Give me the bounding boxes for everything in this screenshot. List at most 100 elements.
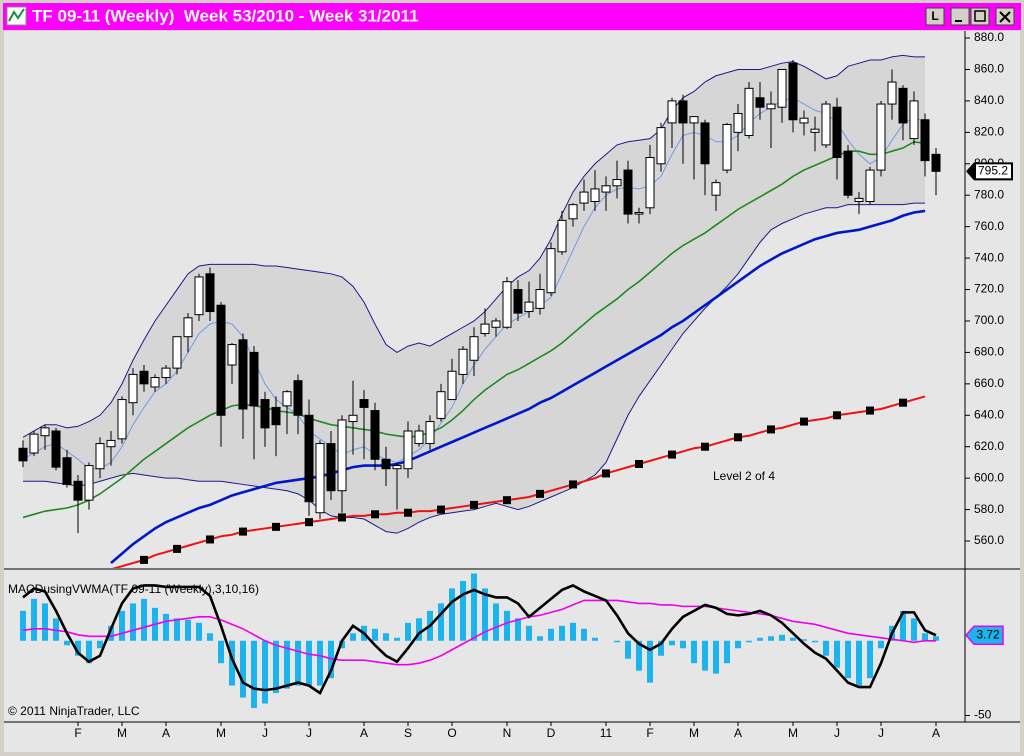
histogram-bar [669, 640, 675, 646]
candle-body [458, 348, 468, 375]
candle-body [414, 430, 424, 445]
line-marker [173, 544, 181, 553]
candle-body [645, 156, 655, 209]
copyright: © 2011 NinjaTrader, LLC [8, 704, 140, 718]
y-tick-label: 860.0 [974, 62, 1004, 76]
line-marker [470, 500, 478, 509]
histogram-bar [537, 636, 543, 641]
candle-body [392, 465, 402, 470]
histogram-bar [229, 640, 235, 686]
candle-body [810, 128, 820, 133]
candle-body [524, 301, 534, 313]
line-marker [767, 425, 775, 434]
maximize-glyph [974, 10, 986, 22]
candle-body [546, 248, 556, 294]
histogram-bar [702, 640, 708, 671]
button-level-label[interactable]: L [931, 9, 938, 23]
y-tick-label: 580.0 [974, 502, 1004, 516]
histogram-bar [383, 633, 389, 641]
candle-body [788, 62, 798, 121]
annotation: Level 2 of 4 [713, 469, 775, 483]
histogram-bar [31, 598, 37, 641]
x-tick-label: S [404, 726, 412, 740]
candle-body [601, 185, 611, 193]
histogram-bar [559, 625, 565, 641]
candle-body [95, 443, 105, 470]
histogram-bar [64, 640, 70, 646]
axes: 560.0 580.0 600.0 620.0 640.0 660.0 680.0 700.0… [74, 30, 1013, 740]
histogram-bar [548, 628, 554, 641]
histogram-bar [757, 637, 763, 641]
button-minimize[interactable] [950, 7, 970, 26]
x-tick-label: M [788, 726, 798, 740]
line-marker [701, 442, 709, 451]
candle-body [337, 419, 347, 492]
candle-body [568, 204, 578, 220]
y-tick-label: 560.0 [974, 533, 1004, 547]
candle-body [304, 414, 314, 503]
line-marker [734, 433, 742, 442]
histogram-bar [592, 637, 598, 641]
candle-body [678, 100, 688, 124]
x-tick-label: F [646, 726, 653, 740]
line-marker [404, 508, 412, 517]
histogram-bar [515, 618, 521, 641]
candle-body [51, 430, 61, 468]
histogram-bar [658, 640, 664, 656]
candle-body [766, 103, 776, 110]
candle-body [887, 81, 897, 105]
candle-body [865, 169, 875, 203]
candle-body [931, 153, 941, 172]
line-marker [536, 489, 544, 498]
series-line [23, 202, 925, 534]
histogram-bar [119, 610, 125, 641]
candle-body [755, 97, 765, 108]
series-line [22, 140, 926, 519]
candle-body [315, 443, 325, 514]
histogram-bar [845, 640, 851, 679]
y-tick-label: 720.0 [974, 282, 1004, 296]
x-tick-label: A [162, 726, 170, 740]
y-tick-label: 600.0 [974, 470, 1004, 484]
candle-body [590, 188, 600, 203]
y-tick-label: 820.0 [974, 125, 1004, 139]
line-marker [635, 460, 643, 469]
y-tick-label: 620.0 [974, 439, 1004, 453]
candle-body [62, 457, 72, 485]
histogram-bar [438, 603, 444, 641]
candle-body [854, 197, 864, 203]
candle-body [656, 127, 666, 165]
candle-body [579, 191, 589, 204]
candle-body [777, 68, 787, 108]
x-tick-label: N [503, 726, 512, 740]
histogram-bar [185, 619, 191, 641]
histogram-bar [768, 636, 774, 641]
candle-body [469, 336, 479, 361]
histogram-bar [460, 580, 466, 641]
histogram-bar [680, 640, 686, 649]
histogram-bar [97, 640, 103, 649]
button-level[interactable] [925, 7, 945, 26]
histogram-bar [196, 622, 202, 641]
candle-body [359, 399, 369, 408]
y-tick-label: 760.0 [974, 219, 1004, 233]
histogram-bar [735, 640, 741, 649]
histogram-bar [174, 618, 180, 641]
candle-body [84, 465, 94, 501]
series-line [22, 599, 936, 666]
candle-body [194, 276, 204, 316]
candle-body [436, 391, 446, 419]
candle-body [425, 421, 435, 445]
histogram-bar [867, 640, 873, 679]
line-marker [239, 527, 247, 536]
histogram-bar [42, 603, 48, 641]
line-marker [668, 450, 676, 459]
candle-body [744, 87, 754, 136]
histogram-bar [207, 633, 213, 641]
y-tick-label: 700.0 [974, 313, 1004, 327]
y-tick-label: 780.0 [974, 187, 1004, 201]
series-line [22, 54, 925, 438]
candle-body [623, 169, 633, 215]
window-buttons[interactable]: L [925, 7, 1015, 26]
candle-body [502, 281, 512, 328]
